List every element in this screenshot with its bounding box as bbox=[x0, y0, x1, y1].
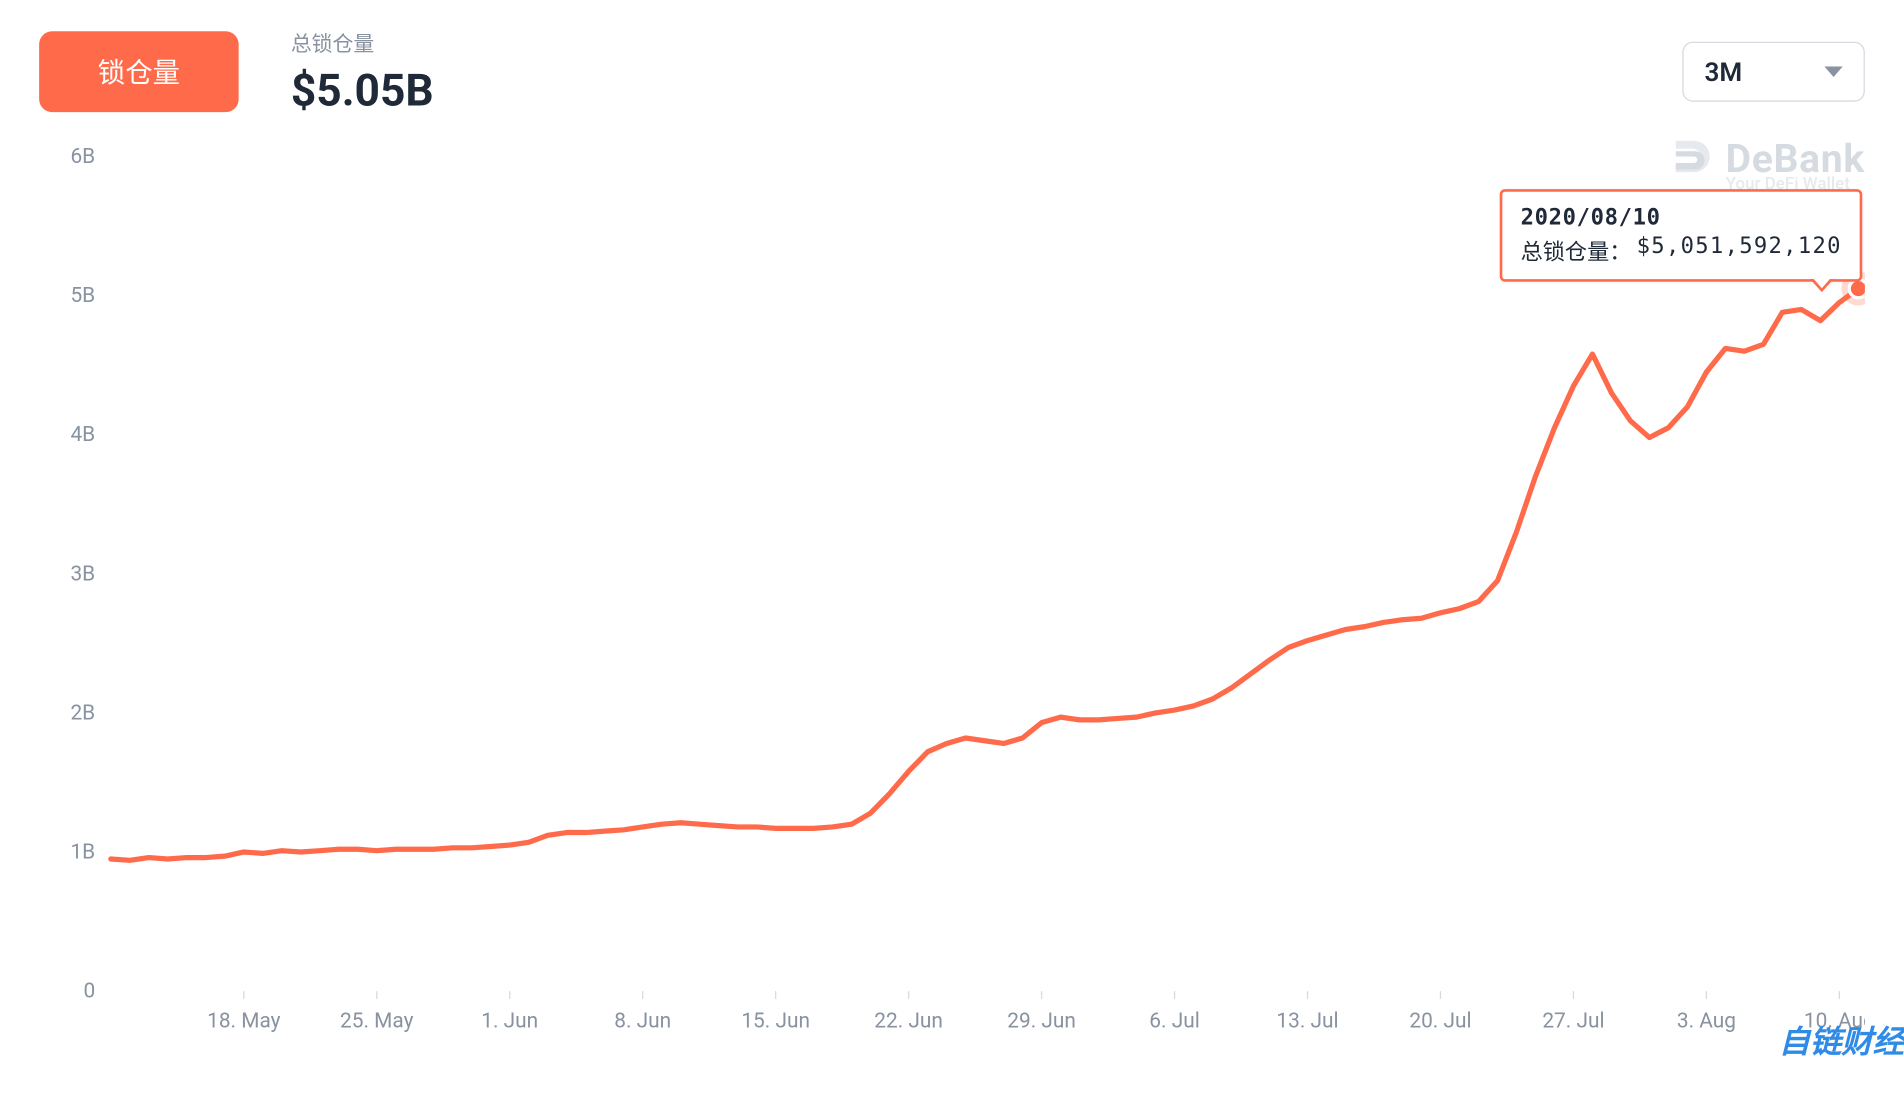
chart-container: DeBank Your DeFi Wallet 01B2B3B4B5B6B18.… bbox=[0, 130, 1904, 1056]
svg-text:25. May: 25. May bbox=[340, 1010, 414, 1034]
tvl-tab-button[interactable]: 锁仓量 bbox=[39, 31, 239, 112]
svg-text:5B: 5B bbox=[70, 284, 95, 308]
tvl-metric-value: $5.05B bbox=[291, 65, 434, 117]
header-left: 锁仓量 总锁仓量 $5.05B bbox=[39, 26, 434, 117]
svg-text:3. Aug: 3. Aug bbox=[1677, 1010, 1736, 1034]
svg-text:18. May: 18. May bbox=[207, 1010, 281, 1034]
svg-text:15. Jun: 15. Jun bbox=[741, 1010, 810, 1034]
svg-text:1B: 1B bbox=[70, 841, 95, 865]
chart-header: 锁仓量 总锁仓量 $5.05B 3M bbox=[0, 0, 1904, 130]
svg-text:22. Jun: 22. Jun bbox=[874, 1010, 943, 1034]
chevron-down-icon bbox=[1824, 67, 1842, 77]
svg-text:2B: 2B bbox=[70, 701, 95, 725]
svg-text:6B: 6B bbox=[70, 145, 95, 169]
svg-text:29. Jun: 29. Jun bbox=[1007, 1010, 1076, 1034]
svg-text:1. Jun: 1. Jun bbox=[481, 1010, 538, 1034]
zilian-watermark: 自链财经 bbox=[1779, 1016, 1904, 1062]
tvl-line-chart[interactable]: 0 1B 2B 3B 4B 5B 6B 18. May 25. May 1. Jun 8. Jun 1… bbox=[39, 130, 1865, 1056]
period-select-label: 3M bbox=[1704, 56, 1742, 87]
svg-text:4B: 4B bbox=[70, 423, 95, 447]
svg-text:20. Jul: 20. Jul bbox=[1409, 1010, 1471, 1034]
svg-text:13. Jul: 13. Jul bbox=[1276, 1010, 1338, 1034]
svg-text:8. Jun: 8. Jun bbox=[614, 1010, 671, 1034]
svg-text:27. Jul: 27. Jul bbox=[1542, 1010, 1604, 1034]
tvl-metric: 总锁仓量 $5.05B bbox=[291, 26, 434, 117]
svg-text:0: 0 bbox=[83, 980, 95, 1004]
svg-text:3B: 3B bbox=[70, 562, 95, 586]
tvl-metric-label: 总锁仓量 bbox=[291, 26, 434, 57]
period-select[interactable]: 3M bbox=[1682, 42, 1865, 102]
svg-text:6. Jul: 6. Jul bbox=[1149, 1010, 1199, 1034]
